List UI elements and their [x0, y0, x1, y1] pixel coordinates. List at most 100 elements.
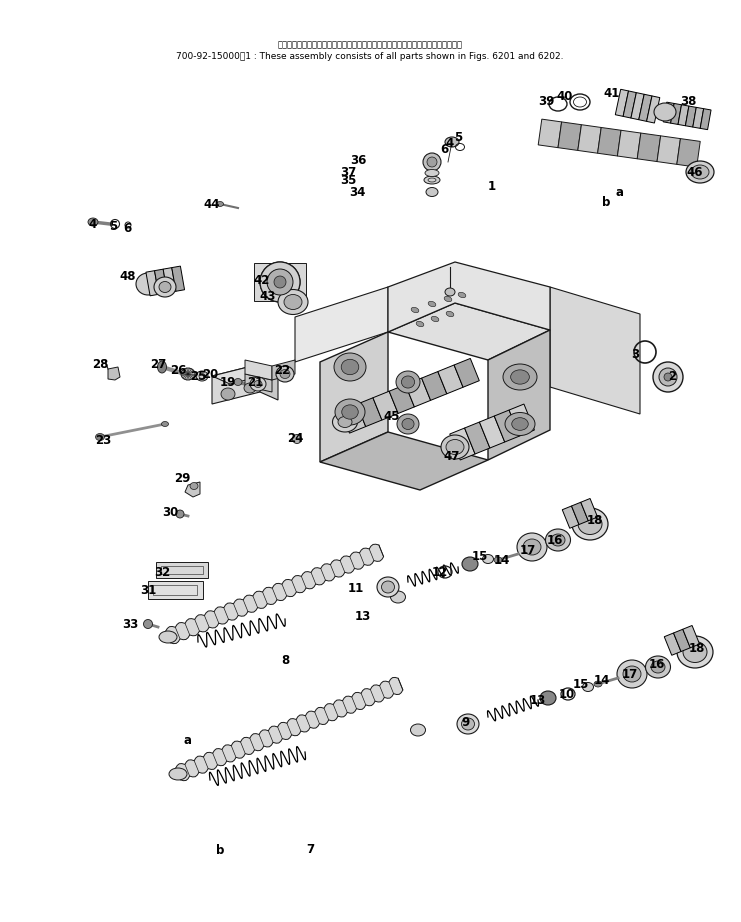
- Text: 35: 35: [340, 173, 356, 186]
- Polygon shape: [166, 544, 384, 644]
- Ellipse shape: [254, 381, 262, 387]
- Ellipse shape: [578, 514, 602, 535]
- Text: 4: 4: [446, 137, 454, 150]
- Ellipse shape: [617, 660, 647, 688]
- Text: 22: 22: [274, 363, 290, 376]
- Text: 21: 21: [247, 375, 263, 388]
- Ellipse shape: [582, 682, 594, 692]
- Text: 2: 2: [668, 371, 676, 384]
- Ellipse shape: [377, 577, 399, 597]
- Polygon shape: [454, 359, 479, 387]
- Text: 11: 11: [348, 582, 364, 595]
- Text: 6: 6: [123, 221, 131, 234]
- Polygon shape: [615, 89, 628, 116]
- Polygon shape: [685, 106, 697, 127]
- Ellipse shape: [221, 388, 235, 400]
- Polygon shape: [479, 416, 505, 448]
- Text: 19: 19: [220, 375, 236, 388]
- Ellipse shape: [423, 153, 441, 171]
- Polygon shape: [320, 332, 388, 462]
- Polygon shape: [405, 378, 431, 407]
- Ellipse shape: [190, 482, 198, 490]
- Ellipse shape: [653, 362, 683, 392]
- Polygon shape: [488, 330, 550, 460]
- Text: 27: 27: [150, 358, 166, 371]
- Polygon shape: [295, 287, 388, 362]
- Ellipse shape: [402, 419, 414, 430]
- Ellipse shape: [659, 368, 677, 386]
- Polygon shape: [389, 384, 414, 413]
- Ellipse shape: [445, 288, 455, 296]
- Ellipse shape: [144, 620, 153, 629]
- Ellipse shape: [431, 316, 439, 322]
- Text: 45: 45: [384, 410, 400, 423]
- Ellipse shape: [250, 377, 266, 391]
- Bar: [156, 562, 208, 578]
- Ellipse shape: [683, 642, 707, 663]
- Polygon shape: [671, 103, 682, 124]
- Text: 13: 13: [530, 693, 546, 706]
- Text: 37: 37: [340, 166, 356, 179]
- Ellipse shape: [446, 440, 464, 455]
- Ellipse shape: [159, 281, 171, 292]
- Text: 31: 31: [140, 584, 156, 597]
- Ellipse shape: [677, 636, 713, 668]
- Polygon shape: [677, 138, 700, 167]
- Ellipse shape: [654, 103, 676, 121]
- Text: 44: 44: [204, 197, 220, 210]
- Polygon shape: [465, 422, 490, 454]
- Text: 14: 14: [594, 673, 610, 687]
- Polygon shape: [693, 107, 704, 128]
- Ellipse shape: [424, 176, 440, 184]
- Ellipse shape: [517, 533, 547, 561]
- Ellipse shape: [494, 557, 502, 563]
- Polygon shape: [550, 287, 640, 414]
- Ellipse shape: [540, 691, 556, 705]
- Text: これらのアセンブリの構成部品は第６２０１図および第６２０２図まで含みます．: これらのアセンブリの構成部品は第６２０１図および第６２０２図まで含みます．: [277, 40, 462, 49]
- Ellipse shape: [260, 262, 300, 302]
- Ellipse shape: [280, 370, 290, 379]
- Text: 43: 43: [260, 290, 276, 302]
- Text: a: a: [616, 185, 624, 198]
- Polygon shape: [562, 506, 579, 528]
- Polygon shape: [494, 410, 519, 442]
- Ellipse shape: [88, 218, 98, 226]
- Ellipse shape: [664, 373, 672, 381]
- Ellipse shape: [645, 656, 671, 678]
- Text: 3: 3: [631, 349, 639, 361]
- Ellipse shape: [691, 165, 709, 179]
- Ellipse shape: [169, 768, 187, 780]
- Ellipse shape: [293, 434, 302, 443]
- Ellipse shape: [444, 296, 452, 301]
- Ellipse shape: [244, 383, 256, 393]
- Text: 48: 48: [120, 270, 136, 283]
- Polygon shape: [356, 397, 382, 427]
- Polygon shape: [172, 266, 185, 291]
- Ellipse shape: [382, 581, 394, 593]
- Ellipse shape: [462, 718, 474, 730]
- Ellipse shape: [176, 510, 184, 518]
- Polygon shape: [388, 262, 550, 332]
- Polygon shape: [674, 629, 691, 652]
- Polygon shape: [637, 133, 661, 161]
- Text: a: a: [184, 734, 192, 747]
- Text: 32: 32: [154, 565, 170, 578]
- Ellipse shape: [96, 433, 104, 441]
- Ellipse shape: [396, 371, 420, 393]
- Ellipse shape: [278, 290, 308, 314]
- Text: 25: 25: [190, 370, 206, 383]
- Polygon shape: [388, 303, 550, 360]
- Polygon shape: [146, 271, 159, 296]
- Polygon shape: [597, 127, 621, 156]
- Ellipse shape: [651, 661, 665, 673]
- Text: 18: 18: [587, 514, 603, 526]
- Ellipse shape: [428, 301, 436, 307]
- Ellipse shape: [426, 187, 438, 196]
- Ellipse shape: [234, 379, 242, 385]
- Polygon shape: [664, 633, 681, 656]
- Text: 28: 28: [92, 358, 108, 371]
- Bar: [153, 585, 197, 595]
- Ellipse shape: [551, 534, 565, 546]
- Text: 7: 7: [306, 843, 314, 856]
- Ellipse shape: [505, 412, 535, 435]
